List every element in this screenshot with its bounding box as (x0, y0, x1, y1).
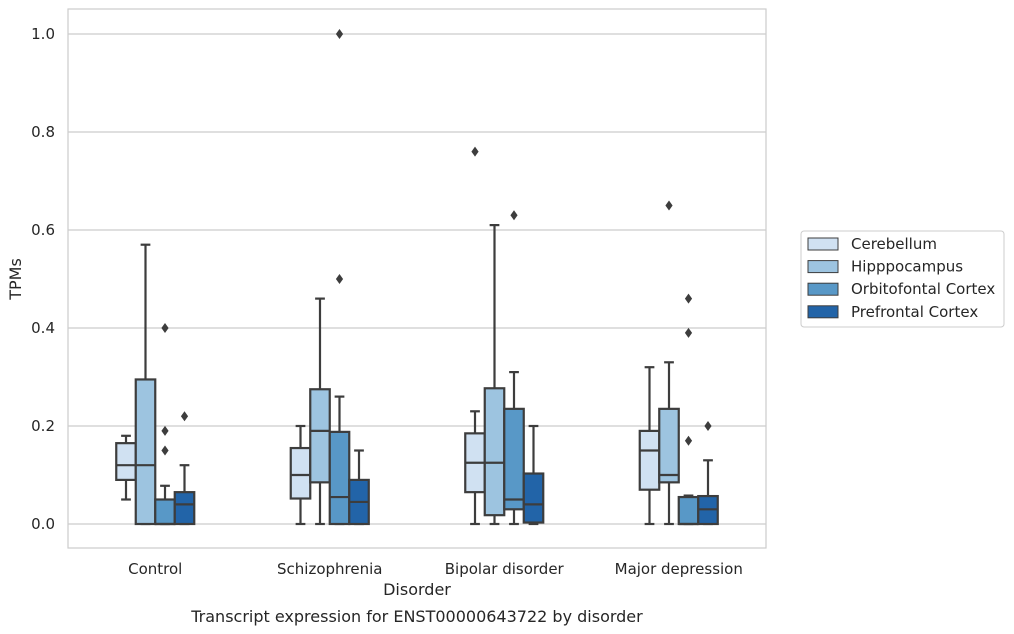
outlier-point (180, 411, 189, 422)
box-prefrontal-cortex (522, 424, 545, 526)
box-iqr (173, 491, 196, 526)
box-iqr (638, 429, 661, 491)
box-iqr (658, 407, 680, 484)
legend-swatch (807, 305, 839, 319)
box-hipppocampus (134, 243, 157, 526)
legend-swatch (807, 282, 839, 296)
box-orbitofontal-cortex (154, 323, 176, 526)
outlier-point (684, 435, 693, 446)
legend-label: Prefrontal Cortex (851, 303, 978, 321)
box-cerebellum (464, 146, 486, 526)
legend-swatch (807, 237, 839, 251)
y-tick-label: 0.8 (31, 123, 55, 141)
outlier-point (510, 210, 518, 221)
box-prefrontal-cortex (348, 449, 370, 526)
box-orbitofontal-cortex (503, 210, 525, 526)
box-orbitofontal-cortex (677, 293, 700, 526)
x-tick-label: Bipolar disorder (445, 560, 565, 578)
outlier-point (161, 323, 169, 333)
y-tick-label: 0.4 (31, 319, 55, 337)
legend: Cerebellum Hipppocampus Orbitofontal Corte… (800, 230, 1005, 328)
x-tick-label: Schizophrenia (277, 560, 382, 578)
outlier-point (335, 274, 344, 284)
box-orbitofontal-cortex (328, 29, 351, 526)
box-plots (115, 29, 719, 526)
outlier-point (665, 200, 673, 211)
box-iqr (134, 378, 157, 526)
outlier-point (335, 29, 344, 39)
box-iqr (115, 442, 137, 481)
outlier-point (684, 293, 693, 304)
box-iqr (289, 446, 312, 500)
outlier-point (161, 445, 169, 456)
box-hipppocampus (658, 200, 680, 526)
outlier-point (704, 421, 712, 431)
outlier-point (161, 425, 169, 436)
plot-frame (67, 8, 767, 549)
x-tick-label: Major depression (615, 560, 743, 578)
legend-swatch (807, 260, 839, 274)
outlier-point (684, 327, 693, 338)
legend-label: Cerebellum (851, 235, 937, 253)
x-axis-label: Disorder (383, 580, 451, 599)
legend-frame (800, 230, 1005, 328)
legend-label: Orbitofontal Cortex (851, 280, 995, 298)
box-iqr (503, 407, 525, 511)
x-tick-label: Control (128, 560, 182, 578)
y-axis-label: TPMs (6, 258, 25, 301)
box-iqr (677, 495, 700, 526)
box-iqr (522, 472, 545, 524)
y-tick-label: 0.6 (31, 221, 55, 239)
box-iqr (154, 498, 176, 526)
legend-label: Hipppocampus (851, 258, 963, 276)
y-axis-ticks: 0.0 0.2 0.4 0.6 0.8 1.0 (31, 25, 55, 533)
box-iqr (309, 388, 331, 484)
x-axis-ticks: Control Schizophrenia Bipolar disorder Majo… (128, 560, 743, 578)
box-iqr (483, 387, 506, 517)
box-cerebellum (115, 434, 137, 501)
box-cerebellum (289, 424, 312, 526)
chart-caption: Transcript expression for ENST0000064372… (190, 607, 643, 626)
y-tick-label: 0.0 (31, 515, 55, 533)
box-hipppocampus (309, 297, 331, 526)
y-tick-label: 0.2 (31, 417, 55, 435)
outlier-point (471, 146, 479, 157)
box-prefrontal-cortex (173, 411, 196, 526)
box-iqr (328, 430, 351, 526)
box-cerebellum (638, 366, 661, 526)
box-hipppocampus (483, 224, 506, 526)
box-prefrontal-cortex (697, 421, 719, 526)
y-tick-label: 1.0 (31, 25, 55, 43)
